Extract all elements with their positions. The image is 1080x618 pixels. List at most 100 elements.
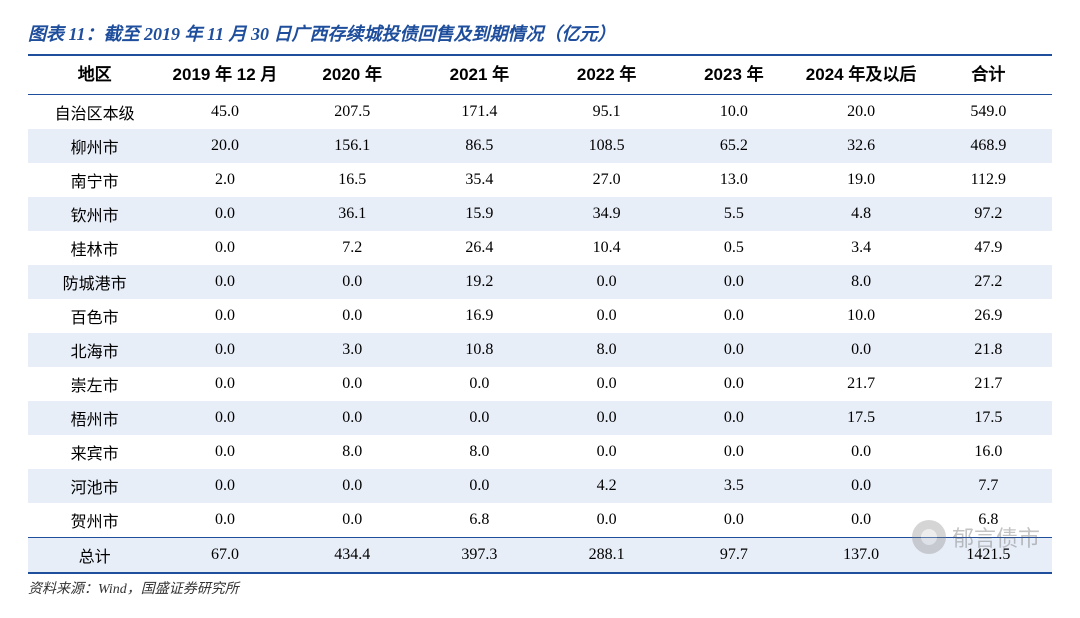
table-row: 桂林市0.07.226.410.40.53.447.9 <box>28 231 1052 265</box>
table-cell: 梧州市 <box>28 401 161 435</box>
table-cell: 171.4 <box>416 95 543 130</box>
table-cell: 16.0 <box>925 435 1052 469</box>
table-row: 南宁市2.016.535.427.013.019.0112.9 <box>28 163 1052 197</box>
table-cell: 来宾市 <box>28 435 161 469</box>
table-cell: 19.2 <box>416 265 543 299</box>
table-row: 崇左市0.00.00.00.00.021.721.7 <box>28 367 1052 401</box>
table-cell: 8.0 <box>416 435 543 469</box>
table-cell: 0.0 <box>161 197 288 231</box>
table-cell: 0.0 <box>670 367 797 401</box>
table-cell: 0.0 <box>289 469 416 503</box>
table-cell: 0.5 <box>670 231 797 265</box>
table-cell: 0.0 <box>543 299 670 333</box>
table-cell: 0.0 <box>161 435 288 469</box>
table-cell: 21.7 <box>797 367 924 401</box>
col-2019-12: 2019 年 12 月 <box>161 55 288 95</box>
col-2020: 2020 年 <box>289 55 416 95</box>
table-row: 贺州市0.00.06.80.00.00.06.8 <box>28 503 1052 538</box>
table-cell: 27.2 <box>925 265 1052 299</box>
table-cell: 97.2 <box>925 197 1052 231</box>
col-region: 地区 <box>28 55 161 95</box>
table-cell: 0.0 <box>543 367 670 401</box>
table-cell: 21.8 <box>925 333 1052 367</box>
col-2021: 2021 年 <box>416 55 543 95</box>
table-cell: 10.8 <box>416 333 543 367</box>
table-cell: 7.7 <box>925 469 1052 503</box>
table-cell: 16.9 <box>416 299 543 333</box>
table-cell: 0.0 <box>797 333 924 367</box>
table-cell: 0.0 <box>797 469 924 503</box>
table-cell: 108.5 <box>543 129 670 163</box>
col-2024plus: 2024 年及以后 <box>797 55 924 95</box>
table-row: 防城港市0.00.019.20.00.08.027.2 <box>28 265 1052 299</box>
table-cell: 35.4 <box>416 163 543 197</box>
table-cell: 0.0 <box>543 503 670 538</box>
table-cell: 397.3 <box>416 538 543 574</box>
table-cell: 95.1 <box>543 95 670 130</box>
table-cell: 20.0 <box>161 129 288 163</box>
table-cell: 7.2 <box>289 231 416 265</box>
table-body: 自治区本级45.0207.5171.495.110.020.0549.0柳州市2… <box>28 95 1052 574</box>
table-cell: 0.0 <box>670 503 797 538</box>
table-cell: 崇左市 <box>28 367 161 401</box>
table-cell: 0.0 <box>670 435 797 469</box>
table-cell: 17.5 <box>797 401 924 435</box>
table-cell: 21.7 <box>925 367 1052 401</box>
table-row: 柳州市20.0156.186.5108.565.232.6468.9 <box>28 129 1052 163</box>
table-cell: 137.0 <box>797 538 924 574</box>
table-cell: 26.9 <box>925 299 1052 333</box>
table-cell: 549.0 <box>925 95 1052 130</box>
table-cell: 0.0 <box>670 265 797 299</box>
table-cell: 0.0 <box>289 367 416 401</box>
chart-title: 图表 11：截至 2019 年 11 月 30 日广西存续城投债回售及到期情况（… <box>28 20 1052 46</box>
table-cell: 86.5 <box>416 129 543 163</box>
table-cell: 15.9 <box>416 197 543 231</box>
table-cell: 0.0 <box>289 299 416 333</box>
table-cell: 3.4 <box>797 231 924 265</box>
table-cell: 10.0 <box>670 95 797 130</box>
col-total: 合计 <box>925 55 1052 95</box>
table-cell: 0.0 <box>161 367 288 401</box>
col-2022: 2022 年 <box>543 55 670 95</box>
table-cell: 0.0 <box>289 401 416 435</box>
table-row: 钦州市0.036.115.934.95.54.897.2 <box>28 197 1052 231</box>
table-cell: 南宁市 <box>28 163 161 197</box>
table-cell: 468.9 <box>925 129 1052 163</box>
table-total-row: 总计67.0434.4397.3288.197.7137.01421.5 <box>28 538 1052 574</box>
table-cell: 北海市 <box>28 333 161 367</box>
table-cell: 97.7 <box>670 538 797 574</box>
table-cell: 总计 <box>28 538 161 574</box>
table-cell: 156.1 <box>289 129 416 163</box>
table-cell: 0.0 <box>161 401 288 435</box>
table-cell: 贺州市 <box>28 503 161 538</box>
table-cell: 1421.5 <box>925 538 1052 574</box>
table-cell: 0.0 <box>161 299 288 333</box>
table-cell: 36.1 <box>289 197 416 231</box>
table-cell: 4.8 <box>797 197 924 231</box>
table-cell: 8.0 <box>543 333 670 367</box>
table-cell: 8.0 <box>797 265 924 299</box>
table-cell: 17.5 <box>925 401 1052 435</box>
table-row: 北海市0.03.010.88.00.00.021.8 <box>28 333 1052 367</box>
table-cell: 0.0 <box>543 265 670 299</box>
table-cell: 47.9 <box>925 231 1052 265</box>
table-cell: 65.2 <box>670 129 797 163</box>
table-cell: 河池市 <box>28 469 161 503</box>
table-cell: 4.2 <box>543 469 670 503</box>
table-cell: 0.0 <box>797 503 924 538</box>
table-cell: 26.4 <box>416 231 543 265</box>
table-cell: 钦州市 <box>28 197 161 231</box>
table-cell: 0.0 <box>161 231 288 265</box>
table-cell: 0.0 <box>289 265 416 299</box>
table-cell: 5.5 <box>670 197 797 231</box>
table-cell: 45.0 <box>161 95 288 130</box>
data-source: 资料来源：Wind，国盛证券研究所 <box>28 578 1052 598</box>
table-row: 来宾市0.08.08.00.00.00.016.0 <box>28 435 1052 469</box>
table-cell: 32.6 <box>797 129 924 163</box>
table-cell: 0.0 <box>670 401 797 435</box>
table-row: 梧州市0.00.00.00.00.017.517.5 <box>28 401 1052 435</box>
table-cell: 207.5 <box>289 95 416 130</box>
table-cell: 3.5 <box>670 469 797 503</box>
table-cell: 0.0 <box>670 299 797 333</box>
table-cell: 10.4 <box>543 231 670 265</box>
